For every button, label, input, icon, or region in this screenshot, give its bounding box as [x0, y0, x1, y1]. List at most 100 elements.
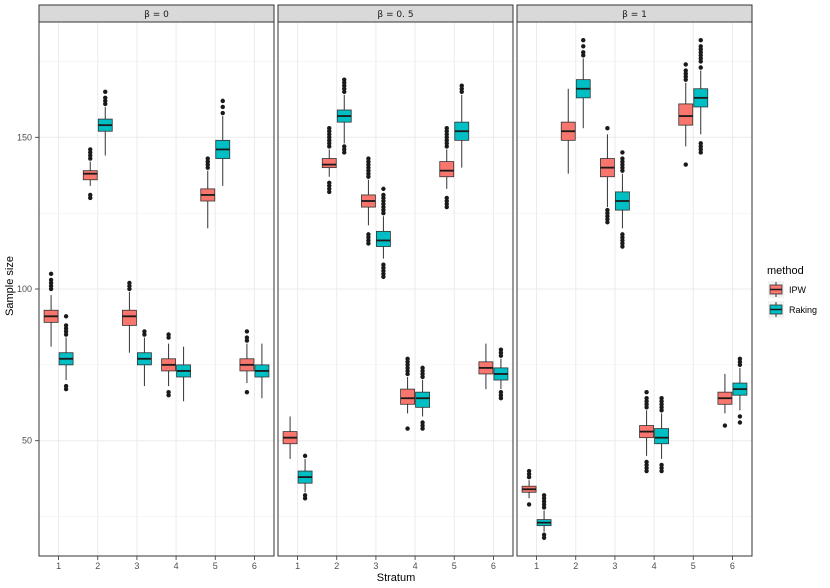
outlier-point: [620, 159, 625, 164]
outlier-point: [644, 468, 649, 474]
outlier-point: [498, 392, 504, 398]
box-ipw-stratum-4: [400, 388, 415, 405]
outlier-point: [327, 180, 332, 186]
outlier-point: [63, 383, 69, 389]
outlier-point: [605, 207, 610, 213]
outlier-point: [581, 53, 586, 58]
outlier-point: [166, 332, 171, 337]
outlier-point: [327, 135, 332, 140]
outlier-point: [48, 277, 54, 283]
outlier-point: [381, 210, 386, 216]
legend-label-raking: Raking: [789, 305, 817, 315]
outlier-point: [444, 195, 449, 201]
outlier-point: [205, 162, 210, 167]
x-tick-label: 6: [491, 561, 496, 571]
outlier-point: [381, 198, 386, 204]
outlier-point: [327, 189, 332, 195]
box-ipw-stratum-5: [678, 103, 694, 126]
y-tick-label: 50: [22, 436, 32, 446]
outlier-point: [605, 220, 610, 225]
x-tick-label: 3: [612, 561, 617, 571]
outlier-point: [737, 362, 743, 368]
outlier-point: [327, 141, 332, 146]
facet-strip: [38, 4, 275, 23]
outlier-point: [205, 156, 210, 161]
outlier-point: [166, 389, 171, 395]
outlier-point: [498, 347, 504, 352]
outlier-point: [498, 389, 504, 395]
box-ipw-stratum-5: [439, 161, 455, 178]
outlier-point: [103, 101, 108, 107]
x-tick-label: 3: [373, 561, 378, 571]
outlier-point: [166, 392, 171, 398]
outlier-point: [605, 213, 610, 219]
outlier-point: [88, 156, 93, 161]
outlier-point: [366, 165, 371, 170]
outlier-point: [366, 174, 371, 179]
outlier-point: [420, 371, 425, 377]
outlier-point: [420, 420, 425, 425]
outlier-point: [541, 532, 547, 537]
outlier-point: [620, 235, 625, 240]
outlier-point: [683, 77, 688, 82]
outlier-point: [48, 283, 54, 289]
outlier-point: [366, 171, 371, 176]
outlier-point: [444, 141, 449, 146]
outlier-point: [381, 201, 386, 207]
outlier-point: [659, 462, 664, 468]
outlier-point: [444, 138, 449, 143]
outlier-point: [698, 50, 703, 55]
outlier-point: [103, 89, 108, 94]
outlier-point: [698, 44, 703, 49]
outlier-point: [63, 329, 69, 334]
outlier-point: [526, 468, 532, 474]
outlier-point: [683, 162, 688, 167]
outlier-point: [659, 399, 664, 404]
box-raking-stratum-3: [376, 230, 391, 247]
outlier-point: [737, 420, 743, 425]
outlier-point: [327, 186, 332, 192]
outlier-point: [88, 195, 93, 201]
outlier-point: [541, 505, 547, 510]
outlier-point: [342, 83, 347, 88]
x-tick-label: 6: [252, 561, 257, 571]
outlier-point: [683, 62, 688, 67]
outlier-point: [366, 235, 371, 240]
outlier-point: [342, 77, 347, 82]
outlier-point: [381, 265, 386, 270]
outlier-point: [420, 368, 425, 374]
outlier-point: [659, 396, 664, 401]
outlier-point: [381, 271, 386, 277]
outlier-point: [737, 356, 743, 361]
outlier-point: [381, 274, 386, 280]
outlier-point: [620, 241, 625, 246]
outlier-point: [644, 402, 649, 407]
outlier-point: [698, 56, 703, 61]
outlier-point: [459, 83, 464, 88]
outlier-point: [541, 493, 547, 498]
y-axis-title: Sample size: [4, 256, 16, 316]
outlier-point: [722, 423, 728, 428]
outlier-point: [444, 132, 449, 137]
outlier-point: [541, 502, 547, 507]
outlier-point: [220, 98, 225, 104]
outlier-point: [737, 414, 743, 419]
outlier-point: [327, 129, 332, 134]
outlier-point: [166, 335, 171, 340]
x-tick-label: 6: [730, 561, 735, 571]
outlier-point: [405, 368, 410, 374]
outlier-point: [444, 204, 449, 210]
outlier-point: [63, 323, 69, 328]
outlier-point: [48, 280, 54, 286]
outlier-point: [342, 89, 347, 94]
outlier-point: [48, 271, 54, 277]
outlier-point: [127, 283, 132, 289]
outlier-point: [698, 38, 703, 43]
y-tick-label: 100: [17, 284, 32, 294]
outlier-point: [127, 280, 132, 286]
x-tick-label: 5: [213, 561, 218, 571]
outlier-point: [605, 125, 610, 131]
box-raking-stratum-4: [654, 428, 669, 445]
outlier-point: [205, 159, 210, 164]
x-tick-label: 2: [95, 561, 100, 571]
